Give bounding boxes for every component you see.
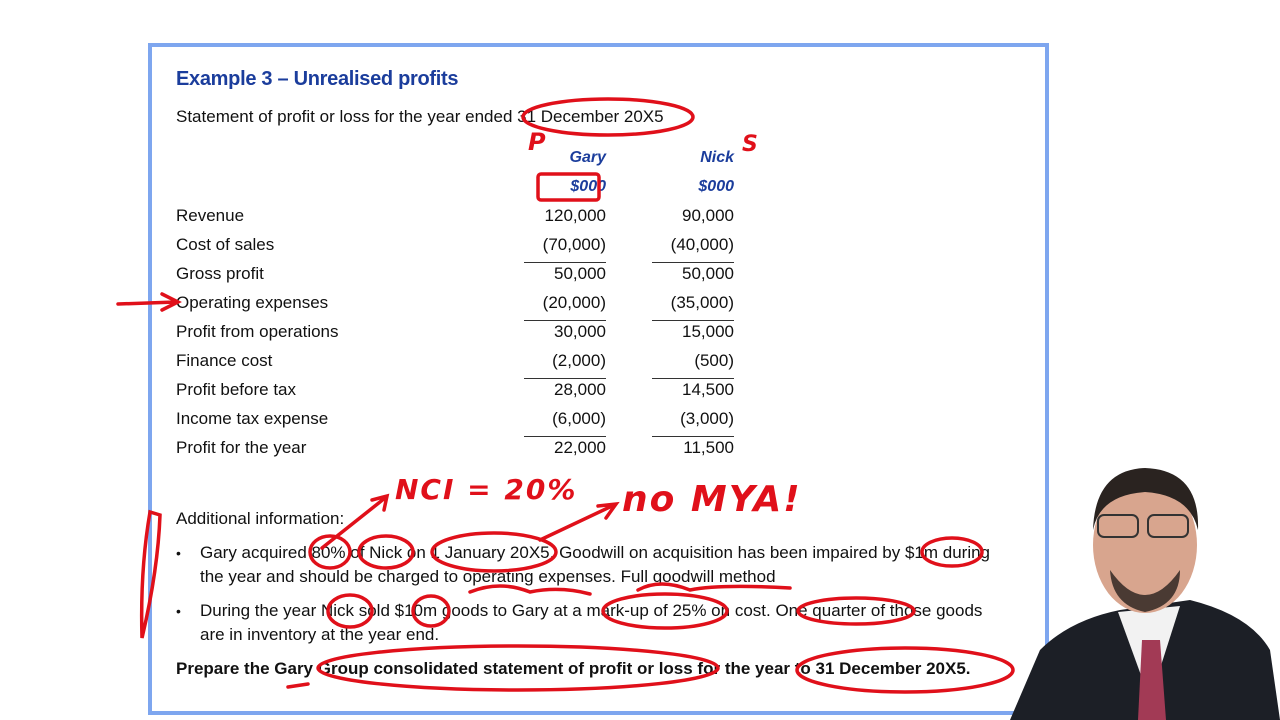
gary-value: (70,000)	[542, 235, 606, 254]
total-rule	[652, 262, 734, 263]
total-rule	[524, 320, 606, 321]
instruction-text: Prepare the Gary Group consolidated stat…	[176, 659, 971, 678]
bullet-2: During the year Nick sold $10m goods to …	[200, 599, 982, 647]
total-rule	[524, 262, 606, 263]
bullet-2-line-2: are in inventory at the year end.	[200, 625, 440, 644]
gary-value: (20,000)	[542, 293, 606, 312]
bullet-marker: •	[176, 603, 181, 619]
bullet-1-line-1: Gary acquired 80% of Nick on 1 January 2…	[200, 543, 991, 562]
row-label: Finance cost	[176, 351, 273, 370]
total-rule	[652, 436, 734, 437]
gary-value: 28,000	[554, 380, 606, 399]
annotation-nci: NCI = 20%	[395, 473, 578, 506]
annotation-parent-mark: P	[528, 128, 548, 156]
nick-value: 11,500	[683, 438, 734, 457]
total-rule	[524, 436, 606, 437]
column-unit-gary: $000	[570, 178, 606, 195]
nick-value: 15,000	[682, 322, 734, 341]
total-rule	[524, 378, 606, 379]
column-unit-nick: $000	[698, 178, 734, 195]
additional-info-heading: Additional information:	[176, 509, 345, 528]
column-header-gary: Gary	[569, 149, 606, 166]
total-rule	[652, 320, 734, 321]
annotation-mya: no MYA!	[622, 479, 802, 520]
gary-value: 30,000	[554, 322, 606, 341]
nick-value: (40,000)	[670, 235, 734, 254]
gary-value: 22,000	[554, 438, 606, 457]
nick-value: (35,000)	[670, 293, 734, 312]
nick-value: 14,500	[682, 380, 734, 399]
statement-subtitle: Statement of profit or loss for the year…	[176, 107, 664, 126]
row-label: Profit before tax	[176, 380, 297, 399]
row-label: Profit for the year	[176, 438, 307, 457]
row-label: Gross profit	[176, 264, 264, 283]
bullet-1: Gary acquired 80% of Nick on 1 January 2…	[200, 541, 990, 589]
row-label: Income tax expense	[176, 409, 329, 428]
gary-value: 120,000	[544, 206, 606, 225]
annotation-sub-mark: S	[742, 132, 760, 157]
column-header-nick: Nick	[700, 149, 734, 166]
nick-value: 90,000	[682, 206, 734, 225]
bullet-2-line-1: During the year Nick sold $10m goods to …	[200, 601, 983, 620]
bullet-1-line-2: the year and should be charged to operat…	[200, 567, 776, 586]
row-label: Profit from operations	[176, 322, 339, 341]
row-label: Cost of sales	[176, 235, 275, 254]
total-rule	[652, 378, 734, 379]
nick-value: (500)	[694, 351, 734, 370]
nick-value: (3,000)	[680, 409, 734, 428]
bullet-marker: •	[176, 545, 181, 561]
nick-value: 50,000	[682, 264, 734, 283]
row-label: Revenue	[176, 206, 245, 225]
gary-value: 50,000	[554, 264, 606, 283]
gary-value: (2,000)	[552, 351, 606, 370]
row-label: Operating expenses	[176, 293, 329, 312]
slide-title: Example 3 – Unrealised profits	[176, 68, 459, 90]
gary-value: (6,000)	[552, 409, 606, 428]
